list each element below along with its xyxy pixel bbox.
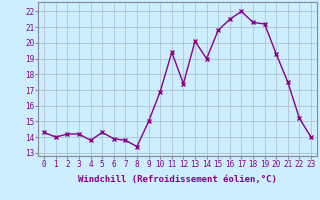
X-axis label: Windchill (Refroidissement éolien,°C): Windchill (Refroidissement éolien,°C) <box>78 175 277 184</box>
